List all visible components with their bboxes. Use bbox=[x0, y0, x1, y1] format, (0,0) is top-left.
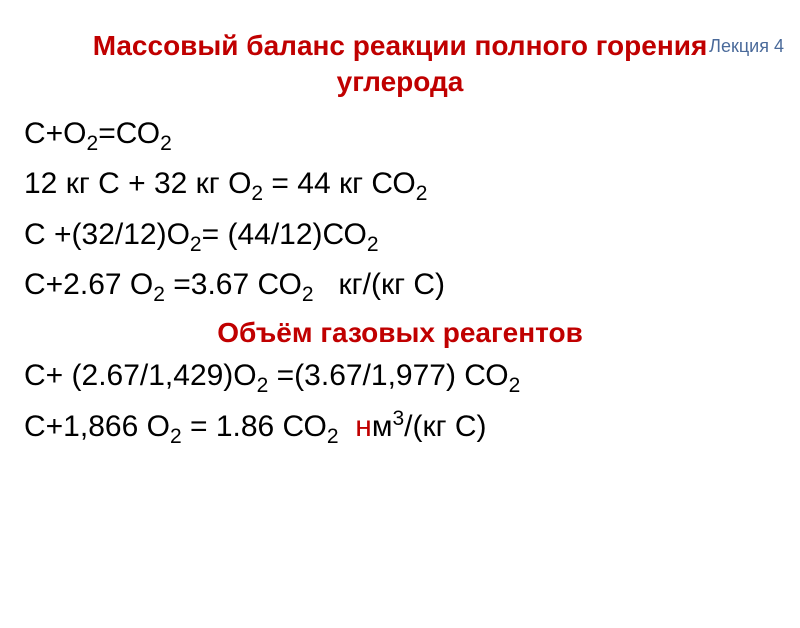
title-line-1: Массовый баланс реакции полного горения bbox=[93, 30, 708, 61]
equation-4: С+2.67 О2 =3.67 СО2 кг/(кг С) bbox=[24, 262, 776, 311]
lecture-header: Лекция 4 bbox=[709, 36, 784, 57]
equation-5: С+ (2.67/1,429)О2 =(3.67/1,977) СО2 bbox=[24, 353, 776, 402]
equation-6: С+1,866 О2 = 1.86 СО2 нм3/(кг С) bbox=[24, 403, 776, 453]
equation-2: 12 кг С + 32 кг О2 = 44 кг СО2 bbox=[24, 161, 776, 210]
equation-1: С+О2=СО2 bbox=[24, 111, 776, 160]
title-line-2: углерода bbox=[337, 66, 464, 97]
slide-title: Массовый баланс реакции полного горения … bbox=[0, 28, 800, 101]
slide-content: С+О2=СО2 12 кг С + 32 кг О2 = 44 кг СО2 … bbox=[0, 101, 800, 453]
section-subtitle: Объём газовых реагентов bbox=[24, 317, 776, 349]
equation-3: С +(32/12)О2= (44/12)СО2 bbox=[24, 212, 776, 261]
